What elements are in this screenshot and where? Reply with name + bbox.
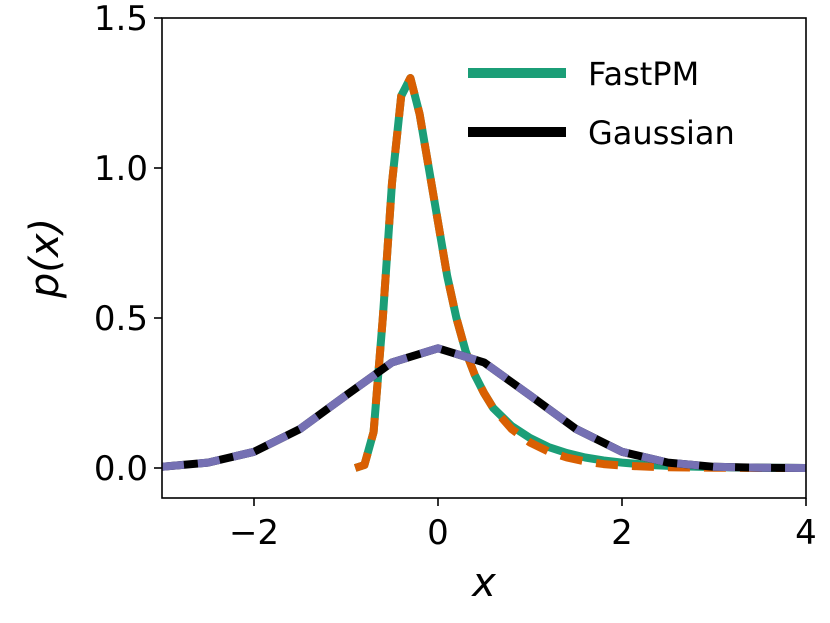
x-tick-label: −2 [229, 513, 279, 553]
y-tick-label: 1.0 [94, 149, 148, 189]
y-tick-label: 0.5 [94, 299, 148, 339]
series-line-2 [353, 74, 806, 472]
x-tick-label: 2 [611, 513, 633, 553]
series-line-4 [162, 344, 806, 472]
y-tick-label: 1.5 [94, 0, 148, 39]
series-line-3 [162, 344, 806, 472]
x-axis-label: x [470, 560, 496, 606]
y-tick-label: 0.0 [94, 449, 148, 489]
y-axis-label: p(x) [22, 218, 68, 299]
x-tick-label: 0 [427, 513, 449, 553]
legend: FastPM Gaussian [468, 55, 735, 152]
series-layer [162, 74, 806, 472]
legend-label: Gaussian [588, 114, 735, 152]
ticks-layer: −2 0 2 4 0.0 0.5 1.0 1.5 [94, 0, 817, 553]
plot-frame [161, 17, 807, 499]
legend-label: FastPM [588, 55, 699, 93]
series-line-1 [353, 74, 806, 472]
x-tick-label: 4 [795, 513, 817, 553]
